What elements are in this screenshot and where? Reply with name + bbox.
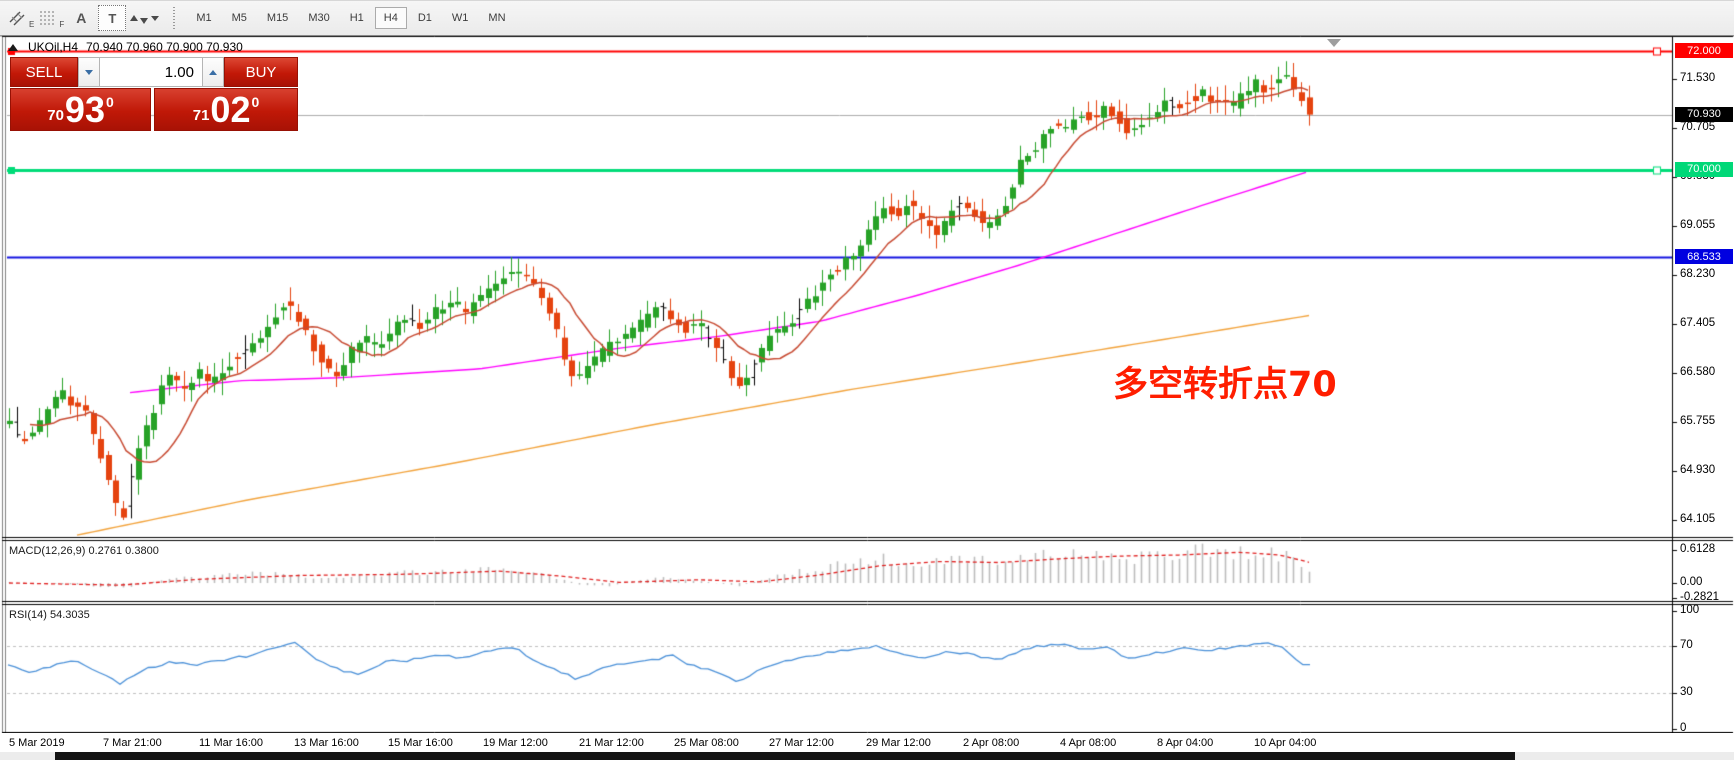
price-tick-label: 64.105 xyxy=(1680,513,1716,525)
rsi-tick-label: 100 xyxy=(1680,603,1700,616)
time-tick-label: 13 Mar 16:00 xyxy=(294,737,359,749)
time-tick-label: 21 Mar 12:00 xyxy=(579,737,644,749)
bottom-strip xyxy=(0,752,1734,760)
volume-decrease-button[interactable] xyxy=(78,57,100,87)
time-tick-label: 25 Mar 08:00 xyxy=(674,737,739,749)
time-tick-label: 4 Apr 08:00 xyxy=(1060,737,1117,749)
current-price-label: 70.930 xyxy=(1675,106,1733,122)
chart-annotation-text: 多空转折点70 xyxy=(1113,365,1337,405)
ask-pip-digit: 0 xyxy=(251,93,260,110)
rsi-tick-label: 0 xyxy=(1680,722,1687,734)
price-tick-label: 65.755 xyxy=(1680,415,1716,427)
volume-increase-button[interactable] xyxy=(202,57,224,87)
bid-prefix: 70 xyxy=(47,107,64,124)
level-price-label[interactable]: 70.000 xyxy=(1675,161,1733,177)
time-tick-label: 29 Mar 12:00 xyxy=(866,737,931,749)
price-tick-label: 67.405 xyxy=(1680,317,1716,329)
time-tick-label: 10 Apr 04:00 xyxy=(1254,737,1317,749)
price-tick-label: 66.580 xyxy=(1680,366,1716,378)
time-tick-label: 2 Apr 08:00 xyxy=(963,737,1020,749)
time-tick-label: 5 Mar 2019 xyxy=(9,737,65,749)
trade-controls-row: SELL 1.00 BUY xyxy=(10,57,298,87)
time-tick-label: 8 Apr 04:00 xyxy=(1157,737,1214,749)
ohlc-values: 70.940 70.960 70.900 70.930 xyxy=(86,40,243,54)
time-tick-label: 11 Mar 16:00 xyxy=(199,737,264,749)
ask-quote-button[interactable]: 71 02 0 xyxy=(154,88,298,131)
price-tick-label: 71.530 xyxy=(1680,71,1716,84)
time-tick-label: 27 Mar 12:00 xyxy=(769,737,834,749)
macd-tick-label: -0.2821 xyxy=(1680,591,1720,604)
macd-tick-label: 0.6128 xyxy=(1680,543,1716,555)
bid-quote-button[interactable]: 70 93 0 xyxy=(10,88,151,131)
buy-button[interactable]: BUY xyxy=(224,57,298,87)
rsi-tick-label: 70 xyxy=(1680,639,1693,652)
chart-shift-marker-icon[interactable] xyxy=(1327,39,1341,47)
bid-big-digits: 93 xyxy=(64,88,105,130)
spin-down-icon xyxy=(85,69,93,75)
time-axis[interactable]: 5 Mar 2019 7 Mar 21:00 11 Mar 16:00 13 Mar … xyxy=(0,733,1734,752)
price-tick-label: 64.930 xyxy=(1680,464,1716,476)
level-price-label[interactable]: 68.533 xyxy=(1675,249,1733,264)
rsi-tick-label: 30 xyxy=(1680,686,1693,699)
one-click-trading-panel: SELL 1.00 BUY 70 93 0 71 02 0 xyxy=(10,57,298,131)
chart-title: UKOil,H4 70.940 70.960 70.900 70.930 xyxy=(8,40,243,54)
price-tick-label: 69.055 xyxy=(1680,218,1716,231)
bottom-edge-bar xyxy=(55,752,1515,760)
time-tick-label: 19 Mar 12:00 xyxy=(483,737,548,749)
spin-up-icon xyxy=(209,69,217,75)
macd-label: MACD(12,26,9) 0.2761 0.3800 xyxy=(9,545,159,557)
symbol-timeframe-label: UKOil,H4 xyxy=(28,40,79,54)
symbol-marker-icon xyxy=(8,43,18,51)
ask-prefix: 71 xyxy=(192,107,210,124)
bid-pip-digit: 0 xyxy=(105,93,114,110)
time-tick-label: 15 Mar 16:00 xyxy=(388,737,453,749)
trade-quotes-row: 70 93 0 71 02 0 xyxy=(10,88,298,131)
volume-input[interactable]: 1.00 xyxy=(100,57,202,87)
price-tick-label: 70.705 xyxy=(1680,120,1716,133)
macd-tick-label: 0.00 xyxy=(1680,576,1703,588)
time-tick-label: 7 Mar 21:00 xyxy=(103,737,162,749)
level-price-label[interactable]: 72.000 xyxy=(1675,43,1733,59)
rsi-label: RSI(14) 54.3035 xyxy=(9,609,90,621)
sell-button[interactable]: SELL xyxy=(10,57,78,87)
price-tick-label: 68.230 xyxy=(1680,268,1716,280)
ask-big-digits: 02 xyxy=(210,88,251,130)
